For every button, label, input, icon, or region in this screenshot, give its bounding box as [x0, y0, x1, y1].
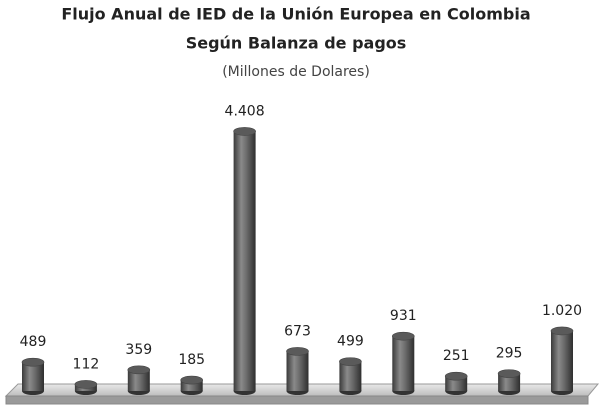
- chart-subtitle: Según Balanza de pagos: [186, 34, 407, 53]
- units-note: (Millones de Dolares): [222, 64, 370, 80]
- data-label: 359: [125, 342, 152, 358]
- bar-top: [444, 371, 468, 381]
- data-label: 4.408: [225, 103, 265, 119]
- bar-top: [391, 331, 415, 341]
- floor-edge: [5, 395, 589, 405]
- bar: [286, 351, 309, 391]
- bar-top: [339, 357, 362, 366]
- bar: [233, 131, 256, 391]
- data-label: 499: [337, 334, 364, 350]
- bar: [22, 362, 44, 391]
- bar: [551, 330, 573, 391]
- data-label: 673: [284, 323, 311, 339]
- data-label: 185: [178, 352, 205, 368]
- bar-top: [497, 369, 521, 378]
- data-label: 931: [390, 308, 417, 324]
- chart-title: Flujo Anual de IED de la Unión Europea e…: [61, 5, 530, 24]
- bar: [127, 369, 150, 391]
- bar: [392, 336, 415, 391]
- bar-top: [127, 365, 151, 375]
- bar-top: [180, 375, 203, 385]
- data-label: 1.020: [542, 303, 582, 319]
- data-label: 489: [20, 334, 47, 350]
- bar: [180, 380, 203, 391]
- data-label: 112: [73, 356, 100, 372]
- data-label: 251: [443, 348, 470, 364]
- bar-top: [286, 347, 309, 356]
- bar: [498, 373, 521, 391]
- bar-top: [233, 127, 256, 136]
- bar-top: [550, 326, 574, 336]
- bar-top: [21, 357, 45, 367]
- bar: [339, 361, 362, 391]
- bar-top: [74, 380, 98, 389]
- data-label: 295: [496, 346, 523, 362]
